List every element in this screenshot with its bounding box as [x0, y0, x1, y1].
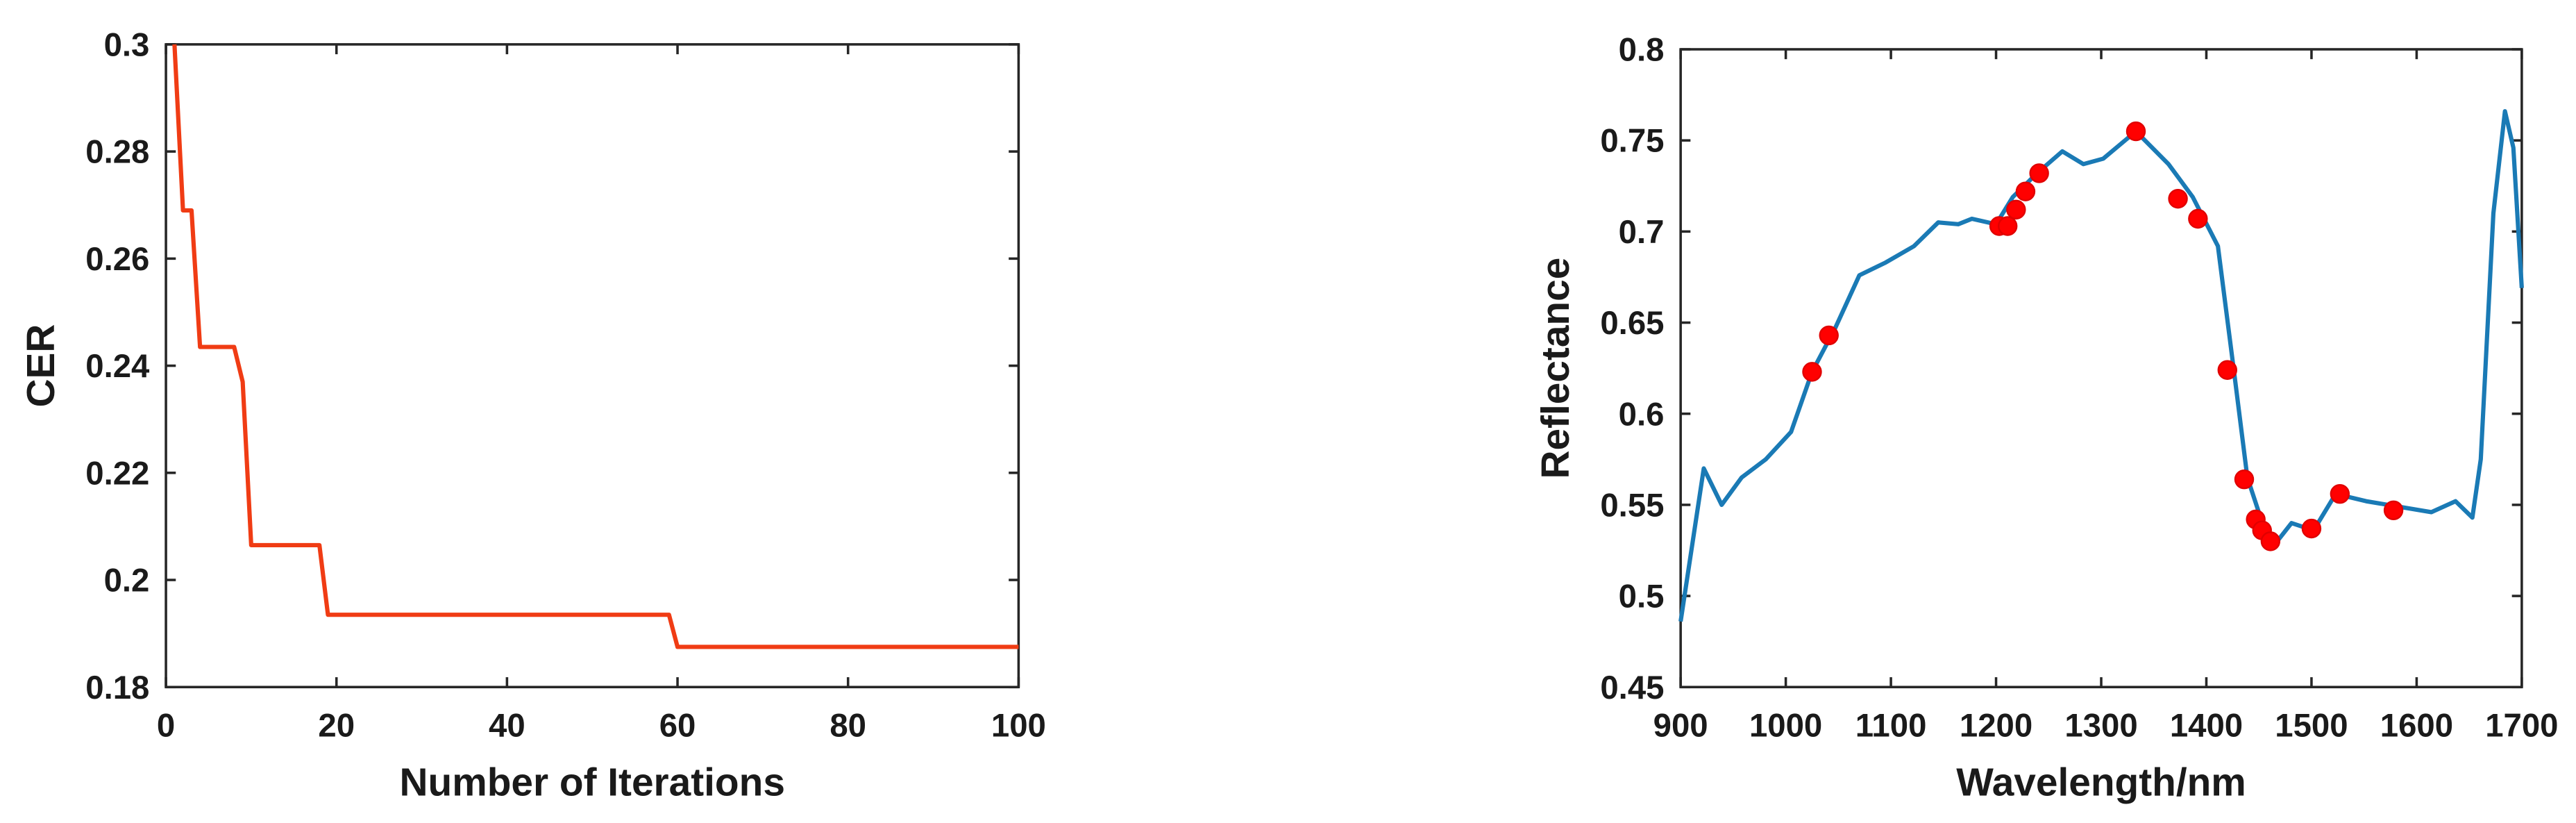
y-tick-label: 0.45: [1600, 670, 1664, 706]
y-tick-label: 0.65: [1600, 305, 1664, 342]
y-tick-label: 0.55: [1600, 487, 1664, 524]
data-point: [2260, 531, 2281, 551]
data-point: [2234, 469, 2255, 490]
y-tick-label: 0.18: [85, 670, 149, 706]
x-tick-label: 1100: [1855, 707, 1927, 744]
data-point: [2188, 208, 2208, 229]
y-tick-label: 0.28: [85, 134, 149, 171]
data-point: [2301, 518, 2322, 539]
y-tick-label: 0.7: [1619, 214, 1665, 251]
x-tick-label: 1200: [1960, 707, 2032, 744]
x-tick-label: 40: [489, 707, 525, 744]
data-point: [1819, 325, 1839, 346]
y-axis-label: CER: [19, 324, 63, 408]
y-tick-label: 0.26: [85, 241, 149, 278]
x-tick-label: 20: [318, 707, 355, 744]
y-tick-label: 0.22: [85, 455, 149, 492]
x-tick-label: 1600: [2380, 707, 2453, 744]
data-point: [2168, 188, 2188, 209]
data-point: [2330, 483, 2350, 504]
y-tick-label: 0.5: [1619, 579, 1665, 615]
x-tick-label: 100: [991, 707, 1046, 744]
y-tick-label: 0.2: [104, 563, 150, 599]
data-point: [2217, 360, 2237, 380]
x-tick-label: 0: [157, 707, 175, 744]
data-point: [1998, 216, 2018, 236]
y-tick-label: 0.3: [104, 26, 150, 63]
x-axis-label: Number of Iterations: [400, 760, 785, 804]
x-axis-label: Wavelength/nm: [1956, 760, 2246, 804]
y-axis-label: Reflectance: [1534, 258, 1578, 479]
x-tick-label: 1000: [1749, 707, 1822, 744]
data-point: [2125, 121, 2146, 142]
data-point: [2383, 500, 2404, 520]
data-point: [2015, 181, 2036, 201]
y-tick-label: 0.8: [1619, 32, 1665, 69]
x-tick-label: 1500: [2275, 707, 2348, 744]
data-point: [2029, 163, 2049, 183]
x-tick-label: 1300: [2064, 707, 2137, 744]
y-tick-label: 0.6: [1619, 396, 1665, 433]
data-point: [2006, 199, 2026, 220]
x-tick-label: 1400: [2170, 707, 2243, 744]
x-tick-label: 900: [1653, 707, 1708, 744]
y-tick-label: 0.75: [1600, 123, 1664, 160]
x-tick-label: 80: [830, 707, 866, 744]
y-tick-label: 0.24: [85, 348, 150, 385]
x-tick-label: 60: [659, 707, 696, 744]
x-tick-label: 1700: [2485, 707, 2558, 744]
plot-area: [165, 43, 1020, 689]
data-point: [1802, 362, 1822, 382]
data-line: [172, 44, 1019, 649]
